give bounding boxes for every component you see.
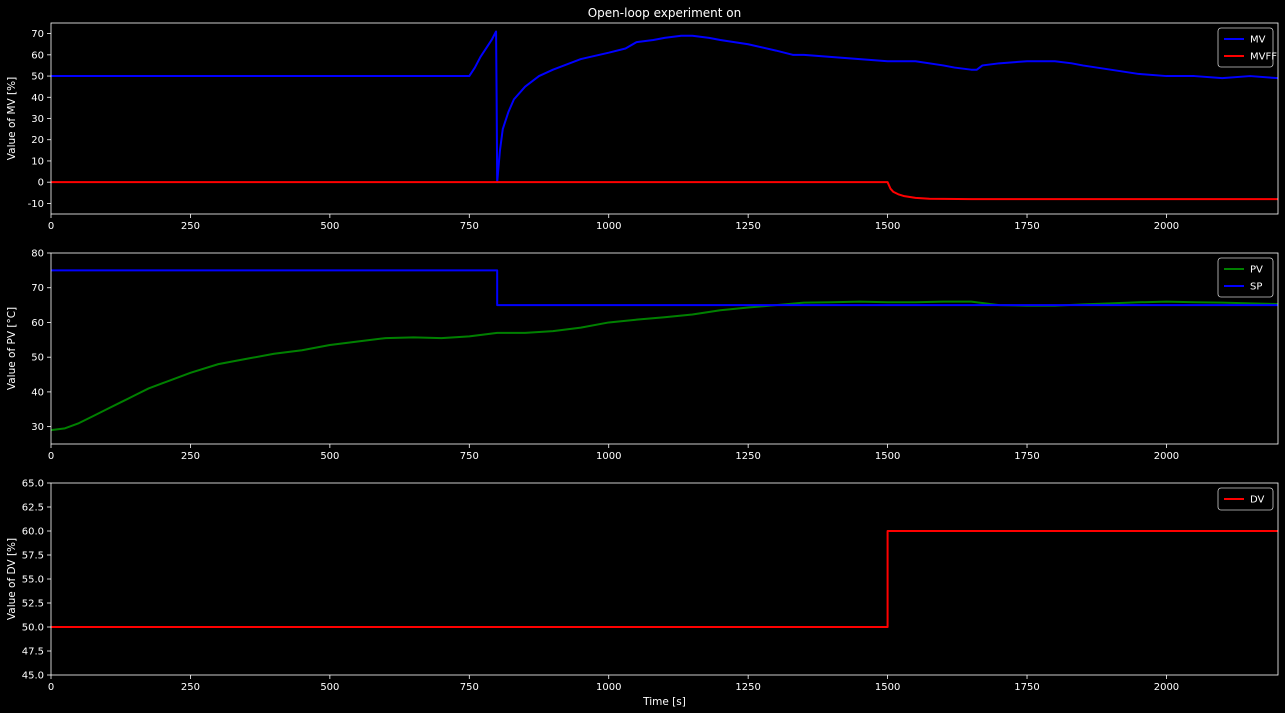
y-tick-label: 65.0	[22, 479, 44, 490]
x-tick-label: 1250	[735, 451, 760, 462]
x-tick-label: 500	[320, 221, 339, 232]
x-tick-label: 2000	[1154, 451, 1179, 462]
legend-label-sp: SP	[1250, 282, 1262, 293]
legend: PV SP	[1217, 257, 1274, 298]
legend-label-pv: PV	[1250, 265, 1263, 276]
x-axis-label: Time [s]	[642, 696, 686, 708]
x-tick-label: 500	[320, 682, 339, 693]
series-group	[51, 530, 1278, 628]
x-tick-label: 0	[48, 451, 54, 462]
series-line-mvff	[51, 181, 1278, 201]
x-tick-label: 750	[460, 682, 479, 693]
x-tick-label: 1000	[596, 682, 621, 693]
y-tick-label: 80	[31, 249, 44, 260]
y-axis-label: Value of MV [%]	[6, 77, 18, 160]
y-tick-label: 20	[31, 135, 44, 146]
x-tick-label: 500	[320, 451, 339, 462]
y-tick-label: 50	[31, 72, 44, 83]
y-axis-label: Value of DV [%]	[6, 538, 18, 620]
x-tick-label: 1500	[875, 682, 900, 693]
x-tick-label: 1250	[735, 682, 760, 693]
y-tick-label: 70	[31, 29, 44, 40]
y-tick-label: 10	[31, 156, 44, 167]
x-tick-label: 1750	[1014, 451, 1039, 462]
x-tick-label: 250	[181, 682, 200, 693]
x-tick-label: 1750	[1014, 221, 1039, 232]
series-line-mv	[51, 30, 1278, 184]
subplot-2: 0 250 500 750 1000 1250 1500 1750 2000 30 40 50 60 70…	[6, 249, 1279, 462]
subplots: 0 250 500 750 1000 1250 1500 1750 2000-100102030…	[6, 22, 1279, 708]
y-tick-label: 50.0	[22, 623, 44, 634]
legend-label-mvff: MVFF	[1250, 52, 1277, 63]
y-tick-label: 30	[31, 114, 44, 125]
y-tick-label: 47.5	[22, 647, 44, 658]
y-tick-label: 50	[31, 353, 44, 364]
chart-title: Open-loop experiment on	[588, 6, 742, 20]
y-tick-label: 60.0	[22, 527, 44, 538]
y-tick-label: 70	[31, 283, 44, 294]
legend-box	[1217, 257, 1274, 298]
legend: MV MVFF	[1217, 27, 1277, 68]
x-tick-label: 1500	[875, 451, 900, 462]
subplot-3: 0 250 500 750 1000 1250 1500 1750 2000 45.0 47.5 50…	[6, 479, 1279, 708]
x-tick-label: 750	[460, 451, 479, 462]
y-tick-label: 40	[31, 93, 44, 104]
axes-frame	[50, 252, 1279, 445]
x-tick-label: 750	[460, 221, 479, 232]
legend: DV	[1217, 487, 1274, 511]
y-tick-label: 45.0	[22, 671, 44, 682]
y-tick-label: 40	[31, 387, 44, 398]
series-line-sp	[51, 269, 1278, 307]
x-tick-label: 2000	[1154, 682, 1179, 693]
y-tick-label: 60	[31, 318, 44, 329]
x-tick-label: 2000	[1154, 221, 1179, 232]
x-tick-label: 1500	[875, 221, 900, 232]
legend-box	[1217, 27, 1274, 68]
series-line-dv	[51, 530, 1278, 628]
y-tick-label: 0	[38, 178, 44, 189]
y-tick-label: 57.5	[22, 551, 44, 562]
y-tick-label: 30	[31, 422, 44, 433]
subplot-1: 0 250 500 750 1000 1250 1500 1750 2000 -10 0 10 20 30…	[6, 22, 1279, 232]
y-tick-label: 62.5	[22, 503, 44, 514]
x-tick-label: 250	[181, 451, 200, 462]
x-tick-label: 1000	[596, 451, 621, 462]
series-group	[51, 30, 1278, 201]
x-tick-label: 0	[48, 221, 54, 232]
x-tick-label: 250	[181, 221, 200, 232]
legend-label-mv: MV	[1250, 35, 1266, 46]
y-tick-label: 55.0	[22, 575, 44, 586]
x-tick-label: 1750	[1014, 682, 1039, 693]
x-tick-label: 0	[48, 682, 54, 693]
x-tick-label: 1250	[735, 221, 760, 232]
x-tick-label: 1000	[596, 221, 621, 232]
legend-box	[1217, 487, 1274, 511]
legend-label-dv: DV	[1250, 495, 1265, 506]
y-axis-label: Value of PV [°C]	[6, 307, 18, 390]
y-tick-label: 60	[31, 50, 44, 61]
y-tick-label: -10	[28, 199, 44, 210]
series-group	[51, 269, 1278, 432]
y-tick-label: 52.5	[22, 599, 44, 610]
